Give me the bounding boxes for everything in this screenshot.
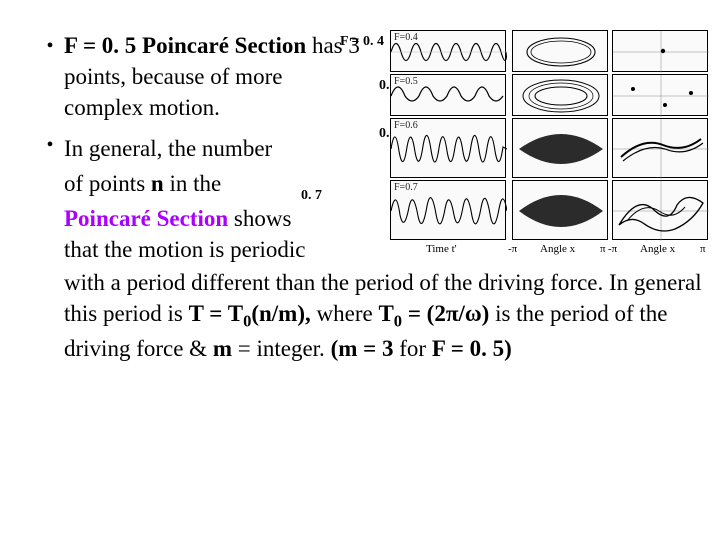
orbit-2 bbox=[513, 119, 609, 179]
panel-poinc-0 bbox=[612, 30, 708, 72]
b2-l6f: = integer. bbox=[232, 336, 331, 361]
b2-l2a: of points bbox=[64, 171, 151, 196]
bullet-dot: • bbox=[36, 30, 64, 60]
xtick-c2-l: -π bbox=[508, 243, 517, 255]
xaxis-col1: Time t' bbox=[426, 243, 457, 255]
inlabel-1: F=0.5 bbox=[394, 76, 418, 87]
b2-l3b: shows bbox=[228, 206, 291, 231]
xtick-c3-l: -π bbox=[608, 243, 617, 255]
b2-T0: T bbox=[378, 301, 393, 326]
bullet-dot: • bbox=[36, 129, 64, 159]
poinc-1 bbox=[613, 75, 709, 117]
b2-l2c: in the bbox=[164, 171, 222, 196]
b2-2piw: = (2π/ω) bbox=[402, 301, 489, 326]
inlabel-0: F=0.4 bbox=[394, 32, 418, 43]
b2-T0sub2: 0 bbox=[394, 312, 402, 331]
panel-phase-3 bbox=[512, 180, 608, 240]
b2-for: for bbox=[394, 336, 432, 361]
inlabel-2: F=0.6 bbox=[394, 120, 418, 131]
panel-ts-1: F=0.5 bbox=[390, 74, 506, 116]
b2-line3: Poincaré Section shows bbox=[64, 203, 344, 234]
poinc-0 bbox=[613, 31, 709, 73]
b2-m3: (m = 3 bbox=[331, 336, 394, 361]
panel-poinc-2 bbox=[612, 118, 708, 178]
panel-poinc-3 bbox=[612, 180, 708, 240]
xaxis-col3: Angle x bbox=[640, 243, 675, 255]
poinc-3 bbox=[613, 181, 709, 241]
fig-rowlabel-0: F = 0. 4 bbox=[328, 34, 384, 50]
b2-poincare-term: Poincaré Section bbox=[64, 206, 228, 231]
xaxis-col2: Angle x bbox=[540, 243, 575, 255]
b2-wrap: with a period different than the period … bbox=[64, 267, 712, 364]
b2-m: m bbox=[213, 336, 232, 361]
poinc-2 bbox=[613, 119, 709, 179]
orbit-1 bbox=[513, 75, 609, 117]
b2-line1: In general, the number bbox=[64, 133, 314, 164]
slide-root: • F = 0. 5 Poincaré Section has 3 points… bbox=[0, 0, 720, 540]
fig-rowlabel-3: 0. 7 bbox=[266, 188, 322, 204]
b2-T: T = T bbox=[189, 301, 243, 326]
b2-n: n bbox=[151, 171, 164, 196]
b2-where: where bbox=[311, 301, 379, 326]
b2-line4: that the motion is periodic bbox=[64, 234, 364, 265]
panel-ts-2: F=0.6 bbox=[390, 118, 506, 178]
panel-phase-2 bbox=[512, 118, 608, 178]
bullet1-lead: F = 0. 5 Poincaré Section bbox=[64, 33, 306, 58]
orbit-0 bbox=[513, 31, 609, 73]
xtick-c2-r: π bbox=[600, 243, 606, 255]
panel-phase-1 bbox=[512, 74, 608, 116]
panel-ts-0: F=0.4 bbox=[390, 30, 506, 72]
b2-F05: F = 0. 5) bbox=[432, 336, 512, 361]
b2-nm: (n/m), bbox=[251, 301, 310, 326]
figure-grid: F = 0. 4 0. 5 0. 6 0. 7 F=0.4 F=0.5 F=0.… bbox=[390, 30, 710, 266]
orbit-3 bbox=[513, 181, 609, 241]
panel-ts-3: F=0.7 bbox=[390, 180, 506, 240]
panel-phase-0 bbox=[512, 30, 608, 72]
inlabel-3: F=0.7 bbox=[394, 182, 418, 193]
xtick-c3-r: π bbox=[700, 243, 706, 255]
panel-poinc-1 bbox=[612, 74, 708, 116]
